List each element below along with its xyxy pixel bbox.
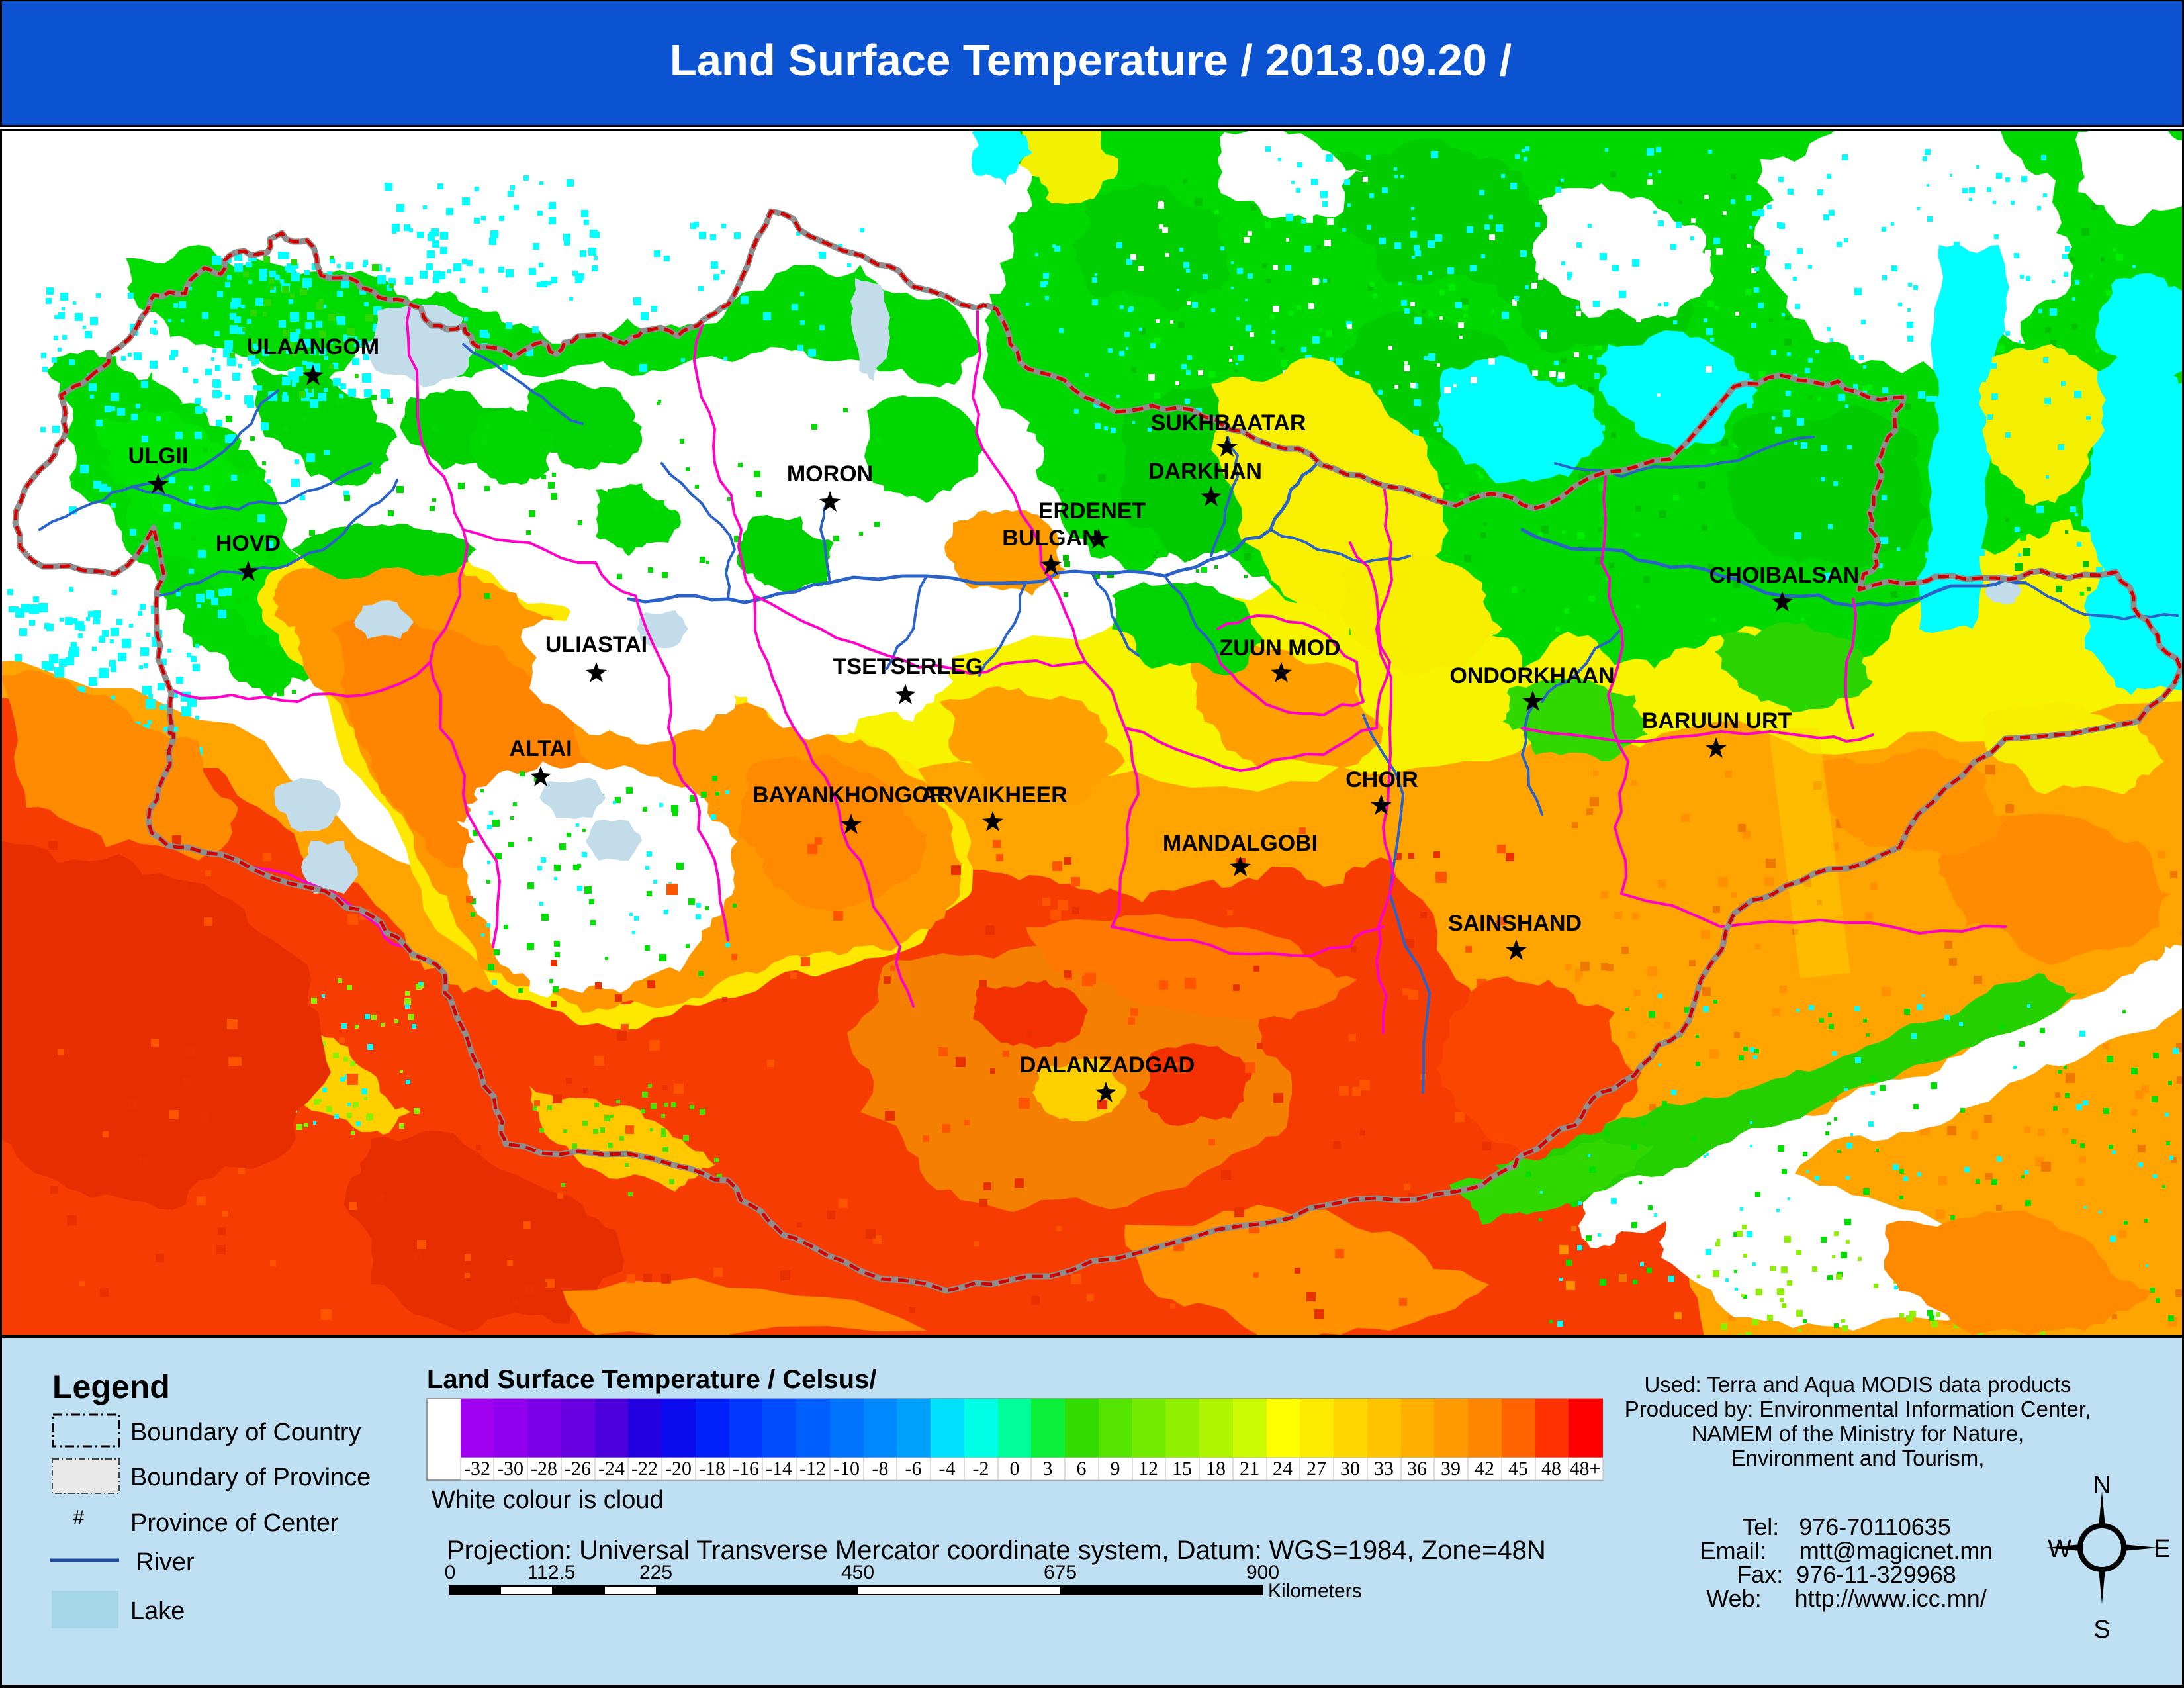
svg-text:N: N <box>2093 1472 2111 1499</box>
svg-text:ULGII: ULGII <box>128 444 189 469</box>
svg-text:900: 900 <box>1246 1562 1279 1583</box>
svg-text:Lake: Lake <box>130 1597 185 1625</box>
svg-text:-32: -32 <box>464 1458 490 1479</box>
svg-text:0: 0 <box>445 1562 456 1583</box>
svg-text:CHOIBALSAN: CHOIBALSAN <box>1709 563 1860 588</box>
svg-text:-12: -12 <box>799 1458 826 1479</box>
svg-text:ALTAI: ALTAI <box>509 736 572 761</box>
svg-text:450: 450 <box>841 1562 874 1583</box>
svg-text:ULIASTAI: ULIASTAI <box>545 632 647 657</box>
svg-text:DARKHAN: DARKHAN <box>1148 459 1262 484</box>
svg-text:Kilometers: Kilometers <box>1268 1580 1362 1602</box>
svg-text:Fax: 976-11-329968: Fax: 976-11-329968 <box>1737 1561 1956 1588</box>
svg-text:Province of Center: Province of Center <box>130 1509 339 1537</box>
svg-text:3: 3 <box>1043 1458 1053 1479</box>
svg-text:DALANZADGAD: DALANZADGAD <box>1020 1053 1195 1078</box>
svg-text:112.5: 112.5 <box>527 1562 576 1583</box>
svg-text:33: 33 <box>1374 1458 1394 1479</box>
svg-text:Land Surface Temperature / Cel: Land Surface Temperature / Celsus/ <box>427 1365 876 1394</box>
svg-text:-16: -16 <box>733 1458 759 1479</box>
svg-text:BULGAN: BULGAN <box>1002 526 1098 551</box>
svg-text:White colour is cloud: White colour is cloud <box>432 1486 664 1514</box>
svg-text:36: 36 <box>1407 1458 1427 1479</box>
svg-text:675: 675 <box>1044 1562 1077 1583</box>
svg-text:48+: 48+ <box>1570 1458 1601 1479</box>
svg-text:Email: mtt@magicnet.mn: Email: mtt@magicnet.mn <box>1700 1537 1993 1564</box>
svg-text:39: 39 <box>1441 1458 1461 1479</box>
svg-text:Land Surface Temperature / 201: Land Surface Temperature / 2013.09.20 / <box>670 36 1512 85</box>
svg-text:MORON: MORON <box>787 461 873 487</box>
svg-text:12: 12 <box>1138 1458 1158 1479</box>
svg-text:-2: -2 <box>973 1458 989 1479</box>
svg-text:ZUUN MOD: ZUUN MOD <box>1219 635 1340 661</box>
svg-text:15: 15 <box>1172 1458 1192 1479</box>
svg-text:Used: Terra and Aqua MODIS dat: Used: Terra and Aqua MODIS data products <box>1644 1372 2071 1397</box>
svg-text:-20: -20 <box>665 1458 692 1479</box>
svg-text:30: 30 <box>1340 1458 1360 1479</box>
svg-text:Boundary of Province: Boundary of Province <box>130 1464 371 1491</box>
svg-text:E: E <box>2154 1535 2170 1563</box>
svg-text:SAINSHAND: SAINSHAND <box>1448 911 1582 936</box>
svg-text:24: 24 <box>1273 1458 1293 1479</box>
svg-text:Web: http://www.icc.mn/: Web: http://www.icc.mn/ <box>1706 1585 1986 1612</box>
svg-text:-26: -26 <box>565 1458 591 1479</box>
svg-text:-24: -24 <box>598 1458 625 1479</box>
svg-text:BAYANKHONGOR: BAYANKHONGOR <box>752 782 946 808</box>
svg-text:Projection: Universal Transver: Projection: Universal Transverse Mercato… <box>447 1536 1546 1565</box>
svg-text:-22: -22 <box>631 1458 658 1479</box>
svg-text:-14: -14 <box>766 1458 792 1479</box>
svg-text:SUKHBAATAR: SUKHBAATAR <box>1151 410 1306 436</box>
svg-text:TSETSERLEG: TSETSERLEG <box>833 654 983 679</box>
svg-text:ULAANGOM: ULAANGOM <box>247 334 379 359</box>
svg-text:-28: -28 <box>531 1458 557 1479</box>
svg-text:CHOIR: CHOIR <box>1345 767 1418 792</box>
svg-text:0: 0 <box>1010 1458 1020 1479</box>
svg-text:ARVAIKHEER: ARVAIKHEER <box>921 782 1068 808</box>
svg-text:#: # <box>73 1507 85 1528</box>
svg-text:ONDORKHAAN: ONDORKHAAN <box>1449 663 1614 688</box>
svg-text:-10: -10 <box>833 1458 860 1479</box>
svg-text:MANDALGOBI: MANDALGOBI <box>1163 831 1318 856</box>
svg-text:Legend: Legend <box>52 1368 170 1405</box>
svg-text:6: 6 <box>1077 1458 1087 1479</box>
svg-text:S: S <box>2093 1616 2110 1644</box>
svg-text:Environment and Tourism,: Environment and Tourism, <box>1731 1446 1985 1470</box>
svg-text:45: 45 <box>1508 1458 1528 1479</box>
svg-text:HOVD: HOVD <box>216 531 281 556</box>
svg-text:42: 42 <box>1475 1458 1494 1479</box>
svg-text:9: 9 <box>1111 1458 1120 1479</box>
svg-text:18: 18 <box>1206 1458 1226 1479</box>
svg-text:NAMEM of the Ministry for Natu: NAMEM of the Ministry for Nature, <box>1692 1421 2024 1446</box>
svg-text:225: 225 <box>639 1562 672 1583</box>
svg-text:21: 21 <box>1240 1458 1259 1479</box>
svg-text:-18: -18 <box>699 1458 725 1479</box>
svg-text:Produced by: Environmental Inf: Produced by: Environmental Information C… <box>1625 1397 2091 1421</box>
svg-text:Boundary of Country: Boundary of Country <box>130 1419 361 1446</box>
svg-text:-8: -8 <box>872 1458 889 1479</box>
svg-text:Tel: 976-70110635: Tel: 976-70110635 <box>1742 1513 1951 1540</box>
svg-text:27: 27 <box>1306 1458 1326 1479</box>
svg-text:-4: -4 <box>939 1458 956 1479</box>
svg-text:BARUUN URT: BARUUN URT <box>1642 708 1792 733</box>
svg-text:ERDENET: ERDENET <box>1038 498 1146 524</box>
svg-text:-30: -30 <box>497 1458 523 1479</box>
svg-text:48: 48 <box>1541 1458 1561 1479</box>
svg-text:-6: -6 <box>905 1458 922 1479</box>
svg-text:W: W <box>2048 1535 2071 1563</box>
svg-text:River: River <box>136 1548 195 1576</box>
